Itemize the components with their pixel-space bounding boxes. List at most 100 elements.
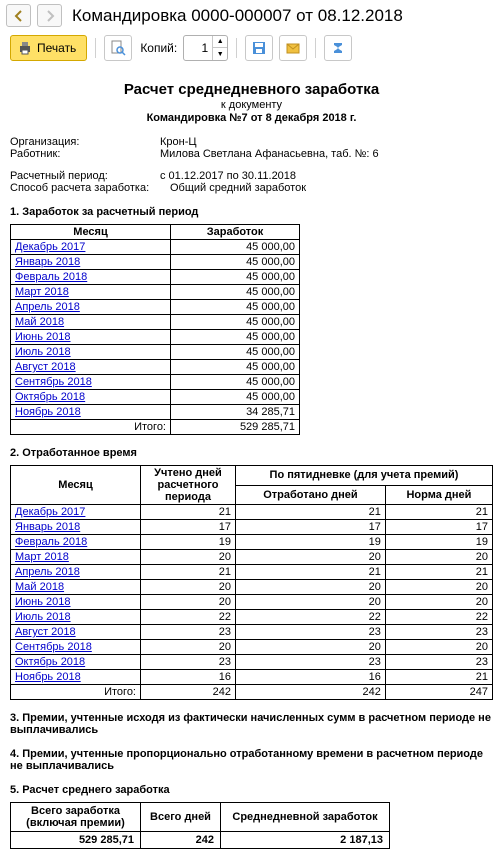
earn-cell: 45 000,00: [171, 330, 300, 345]
emp-value: Милова Светлана Афанасьевна, таб. №: 6: [160, 148, 379, 160]
separator: [315, 38, 316, 58]
month-link[interactable]: Октябрь 2018: [15, 656, 85, 668]
copies-up[interactable]: ▲: [213, 36, 227, 48]
sum-button[interactable]: [324, 35, 352, 61]
month-link[interactable]: Сентябрь 2018: [15, 376, 92, 388]
month-link[interactable]: Октябрь 2018: [15, 391, 85, 403]
month-link[interactable]: Июль 2018: [15, 346, 71, 358]
table-row: Июль 2018: [11, 345, 171, 360]
table-row: Июнь 2018: [11, 595, 141, 610]
period-label: Расчетный период:: [10, 170, 160, 182]
separator: [236, 38, 237, 58]
earn-cell: 45 000,00: [171, 240, 300, 255]
earn-cell: 45 000,00: [171, 300, 300, 315]
month-link[interactable]: Ноябрь 2018: [15, 406, 81, 418]
month-link[interactable]: Май 2018: [15, 316, 64, 328]
email-button[interactable]: [279, 35, 307, 61]
table-row: Февраль 2018: [11, 270, 171, 285]
arrow-left-icon: [13, 10, 25, 22]
month-link[interactable]: Август 2018: [15, 361, 76, 373]
sec4-text: 4. Премии, учтенные пропорционально отра…: [10, 748, 493, 772]
emp-label: Работник:: [10, 148, 160, 160]
avg-table: Всего заработка(включая премии) Всего дн…: [10, 802, 390, 849]
month-link[interactable]: Июнь 2018: [15, 596, 71, 608]
table-row: Май 2018: [11, 580, 141, 595]
arrow-right-icon: [44, 10, 56, 22]
sec1-title: 1. Заработок за расчетный период: [10, 206, 493, 218]
table-row: Сентябрь 2018: [11, 375, 171, 390]
earn-cell: 45 000,00: [171, 390, 300, 405]
month-link[interactable]: Июль 2018: [15, 611, 71, 623]
month-link[interactable]: Февраль 2018: [15, 271, 87, 283]
copies-stepper[interactable]: 1 ▲ ▼: [183, 35, 228, 61]
worktime-table: Месяц Учтено дней расчетного периода По …: [10, 465, 493, 700]
earnings-table: Месяц Заработок Декабрь 201745 000,00Янв…: [10, 224, 300, 435]
total-days: 242: [141, 832, 221, 849]
month-link[interactable]: Март 2018: [15, 286, 69, 298]
earn-cell: 45 000,00: [171, 270, 300, 285]
table-row: Июнь 2018: [11, 330, 171, 345]
month-link[interactable]: Август 2018: [15, 626, 76, 638]
month-link[interactable]: Апрель 2018: [15, 566, 80, 578]
table-row: Декабрь 2017: [11, 240, 171, 255]
method-value: Общий средний заработок: [170, 182, 306, 194]
table-row: Октябрь 2018: [11, 655, 141, 670]
col-earn: Заработок: [171, 225, 300, 240]
col-five: По пятидневке (для учета премий): [236, 466, 493, 486]
month-link[interactable]: Ноябрь 2018: [15, 671, 81, 683]
col-worked: Отработано дней: [236, 485, 386, 505]
method-label: Способ расчета заработка:: [10, 182, 170, 194]
table-row: Ноябрь 2018: [11, 405, 171, 420]
table-row: Декабрь 2017: [11, 505, 141, 520]
month-link[interactable]: Сентябрь 2018: [15, 641, 92, 653]
month-link[interactable]: Февраль 2018: [15, 536, 87, 548]
table-row: Май 2018: [11, 315, 171, 330]
earn-cell: 34 285,71: [171, 405, 300, 420]
sec2-title: 2. Отработанное время: [10, 447, 493, 459]
table-row: Март 2018: [11, 550, 141, 565]
earn-cell: 45 000,00: [171, 375, 300, 390]
earn-cell: 45 000,00: [171, 285, 300, 300]
report-sub1: к документу: [10, 99, 493, 111]
org-label: Организация:: [10, 136, 160, 148]
table-row: Апрель 2018: [11, 565, 141, 580]
copies-down[interactable]: ▼: [213, 48, 227, 60]
month-link[interactable]: Январь 2018: [15, 256, 80, 268]
earn-cell: 45 000,00: [171, 360, 300, 375]
table-row: Январь 2018: [11, 255, 171, 270]
avg-daily: 2 187,13: [221, 832, 390, 849]
preview-button[interactable]: [104, 35, 132, 61]
envelope-icon: [285, 40, 301, 56]
table-row: Август 2018: [11, 625, 141, 640]
separator: [95, 38, 96, 58]
table-row: Ноябрь 2018: [11, 670, 141, 685]
month-link[interactable]: Декабрь 2017: [15, 241, 85, 253]
table-row: Сентябрь 2018: [11, 640, 141, 655]
sec5-title: 5. Расчет среднего заработка: [10, 784, 493, 796]
month-link[interactable]: Декабрь 2017: [15, 506, 85, 518]
period-value: с 01.12.2017 по 30.11.2018: [160, 170, 296, 182]
document-title: Командировка 0000-000007 от 08.12.2018: [72, 6, 403, 26]
month-link[interactable]: Апрель 2018: [15, 301, 80, 313]
nav-forward-button[interactable]: [37, 4, 62, 27]
month-link[interactable]: Январь 2018: [15, 521, 80, 533]
month-link[interactable]: Май 2018: [15, 581, 64, 593]
report-title: Расчет среднедневного заработка: [10, 81, 493, 98]
table-row: Октябрь 2018: [11, 390, 171, 405]
table-row: Апрель 2018: [11, 300, 171, 315]
earn-cell: 45 000,00: [171, 345, 300, 360]
earn-cell: 45 000,00: [171, 315, 300, 330]
sec3-text: 3. Премии, учтенные исходя из фактически…: [10, 712, 493, 736]
save-button[interactable]: [245, 35, 273, 61]
earn-cell: 45 000,00: [171, 255, 300, 270]
col-norm: Норма дней: [385, 485, 492, 505]
sigma-icon: [330, 40, 346, 56]
print-button[interactable]: Печать: [10, 35, 87, 61]
table-row: Март 2018: [11, 285, 171, 300]
diskette-icon: [251, 40, 267, 56]
month-link[interactable]: Март 2018: [15, 551, 69, 563]
table-row: Февраль 2018: [11, 535, 141, 550]
printer-icon: [17, 40, 33, 56]
nav-back-button[interactable]: [6, 4, 31, 27]
month-link[interactable]: Июнь 2018: [15, 331, 71, 343]
